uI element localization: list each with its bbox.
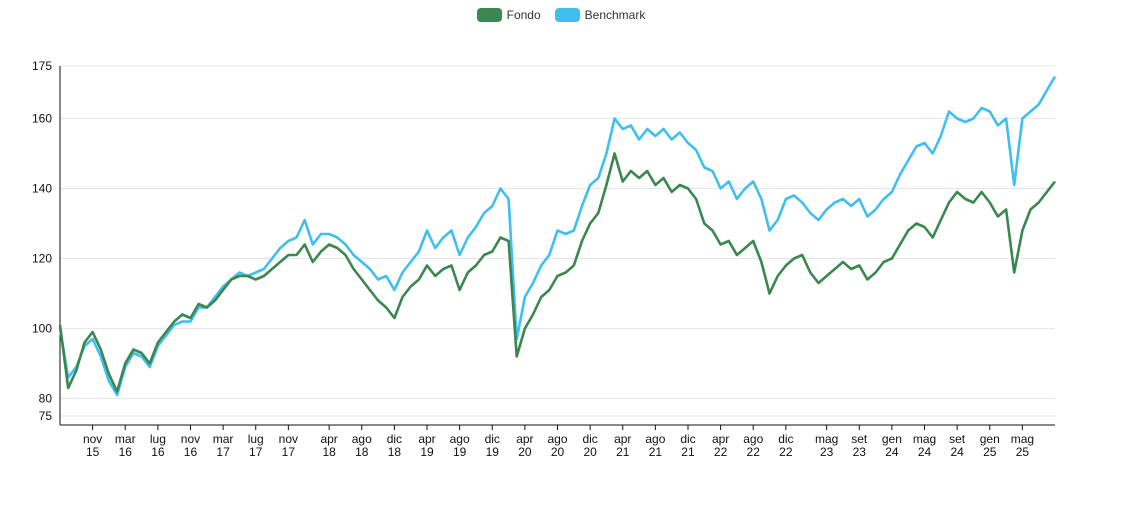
legend-label-fondo: Fondo <box>506 8 541 22</box>
x-tick-month: dic <box>778 432 793 446</box>
x-tick-month: apr <box>614 432 631 446</box>
x-tick-year: 24 <box>885 445 899 459</box>
x-tick-month: ago <box>450 432 470 446</box>
x-tick-year: 17 <box>249 445 263 459</box>
legend-label-benchmark: Benchmark <box>584 8 646 22</box>
x-tick-month: nov <box>279 432 298 446</box>
x-tick-year: 19 <box>486 445 500 459</box>
x-tick-month: mag <box>1011 432 1034 446</box>
x-tick-year: 24 <box>950 445 964 459</box>
x-tick-year: 24 <box>918 445 932 459</box>
x-tick-year: 22 <box>779 445 793 459</box>
x-tick-year: 25 <box>983 445 997 459</box>
x-tick-year: 25 <box>1016 445 1030 459</box>
x-tick-month: gen <box>882 432 902 446</box>
x-tick-year: 21 <box>616 445 630 459</box>
x-tick-month: mag <box>913 432 936 446</box>
legend: Fondo Benchmark <box>0 8 1122 22</box>
x-tick-year: 20 <box>583 445 597 459</box>
x-tick-month: ago <box>743 432 763 446</box>
x-tick-month: set <box>949 432 966 446</box>
x-tick-year: 16 <box>151 445 165 459</box>
x-tick-year: 17 <box>282 445 296 459</box>
x-tick-month: ago <box>352 432 372 446</box>
x-tick-month: dic <box>680 432 695 446</box>
x-tick-month: ago <box>547 432 567 446</box>
x-tick-month: mag <box>815 432 838 446</box>
x-tick-year: 15 <box>86 445 100 459</box>
x-tick-year: 18 <box>322 445 336 459</box>
y-tick-label: 100 <box>32 322 52 336</box>
x-tick-month: apr <box>712 432 729 446</box>
x-tick-month: lug <box>150 432 166 446</box>
x-tick-year: 18 <box>388 445 402 459</box>
x-tick-month: apr <box>516 432 533 446</box>
x-tick-month: nov <box>181 432 200 446</box>
x-tick-month: dic <box>582 432 597 446</box>
x-tick-month: lug <box>248 432 264 446</box>
x-tick-year: 20 <box>551 445 565 459</box>
x-tick-month: apr <box>418 432 435 446</box>
x-tick-year: 18 <box>355 445 369 459</box>
x-tick-year: 20 <box>518 445 532 459</box>
x-tick-year: 16 <box>184 445 198 459</box>
x-tick-year: 21 <box>649 445 663 459</box>
y-tick-label: 160 <box>32 112 52 126</box>
legend-item-benchmark[interactable]: Benchmark <box>554 8 646 22</box>
y-tick-label: 120 <box>32 252 52 266</box>
x-tick-month: mar <box>115 432 136 446</box>
x-tick-year: 16 <box>119 445 133 459</box>
legend-swatch-fondo <box>476 8 502 22</box>
x-tick-year: 21 <box>681 445 695 459</box>
x-tick-month: dic <box>387 432 402 446</box>
x-tick-month: mar <box>213 432 234 446</box>
x-tick-month: apr <box>320 432 337 446</box>
x-tick-month: nov <box>83 432 102 446</box>
x-tick-year: 19 <box>420 445 434 459</box>
x-tick-month: dic <box>485 432 500 446</box>
x-tick-year: 23 <box>853 445 867 459</box>
series-line-fondo <box>58 152 1057 393</box>
x-tick-year: 17 <box>216 445 230 459</box>
x-tick-year: 23 <box>820 445 834 459</box>
legend-item-fondo[interactable]: Fondo <box>476 8 541 22</box>
x-tick-month: ago <box>645 432 665 446</box>
x-tick-year: 22 <box>747 445 761 459</box>
x-tick-year: 22 <box>714 445 728 459</box>
series-line-benchmark <box>58 75 1057 397</box>
y-tick-label: 75 <box>39 409 53 423</box>
y-tick-label: 175 <box>32 59 52 73</box>
legend-swatch-benchmark <box>554 8 580 22</box>
y-tick-label: 140 <box>32 182 52 196</box>
x-tick-month: set <box>851 432 868 446</box>
x-tick-month: gen <box>980 432 1000 446</box>
x-tick-year: 19 <box>453 445 467 459</box>
y-tick-label: 80 <box>39 392 53 406</box>
